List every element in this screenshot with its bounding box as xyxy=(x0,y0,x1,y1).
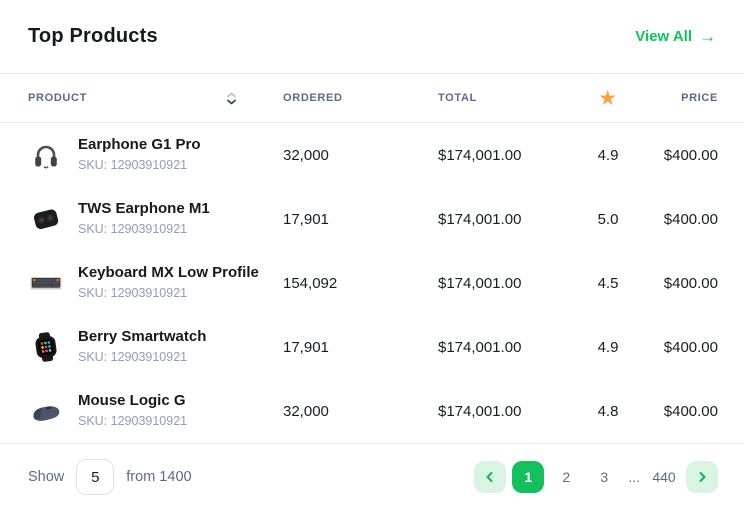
column-header-total[interactable]: TOTAL xyxy=(438,92,477,104)
earbuds-image xyxy=(33,209,59,229)
product-cell: Mouse Logic G SKU: 12903910921 xyxy=(28,391,283,431)
ordered-value: 17,901 xyxy=(283,210,329,228)
prev-page-button[interactable] xyxy=(474,461,507,493)
product-cell: Berry Smartwatch SKU: 12903910921 xyxy=(28,327,283,367)
rating-value: 4.9 xyxy=(597,338,619,356)
product-sku: SKU: 12903910921 xyxy=(78,222,188,237)
view-all-link[interactable]: View All → xyxy=(635,28,716,45)
page-button-3[interactable]: 3 xyxy=(588,461,620,493)
product-name: TWS Earphone M1 xyxy=(78,200,210,218)
table-footer: Show 5 from 1400 1 2 3 ... 440 xyxy=(0,443,744,510)
table-row[interactable]: Berry Smartwatch SKU: 12903910921 17,901… xyxy=(0,315,744,379)
column-header-ordered[interactable]: ORDERED xyxy=(283,92,343,104)
arrow-right-icon: → xyxy=(699,27,716,46)
price-value: $400.00 xyxy=(663,210,718,228)
sort-icon[interactable] xyxy=(226,92,237,105)
price-value: $400.00 xyxy=(663,274,718,292)
total-value: $174,001.00 xyxy=(438,274,522,292)
product-sku: SKU: 12903910921 xyxy=(78,158,188,173)
ordered-value: 17,901 xyxy=(283,338,329,356)
page-button-2[interactable]: 2 xyxy=(550,461,582,493)
rating-value: 4.9 xyxy=(597,146,619,164)
product-name: Earphone G1 Pro xyxy=(78,136,201,154)
from-total-label: from 1400 xyxy=(126,469,192,485)
product-info: Berry Smartwatch SKU: 12903910921 xyxy=(78,327,206,367)
next-page-button[interactable] xyxy=(686,461,718,493)
total-value: $174,001.00 xyxy=(438,402,522,420)
headphones-image xyxy=(35,145,57,169)
product-name: Berry Smartwatch xyxy=(78,328,207,346)
table-header-row: PRODUCT ORDERED TOTAL ★ PRICE xyxy=(0,73,744,123)
table-row[interactable]: Earphone G1 Pro SKU: 12903910921 32,000 … xyxy=(0,123,744,187)
rating-value: 4.8 xyxy=(597,402,619,420)
page-size-control: Show 5 from 1400 xyxy=(28,459,192,495)
price-value: $400.00 xyxy=(663,338,718,356)
product-cell: Earphone G1 Pro SKU: 12903910921 xyxy=(28,135,283,175)
product-info: Earphone G1 Pro SKU: 12903910921 xyxy=(78,135,201,175)
product-cell: TWS Earphone M1 SKU: 12903910921 xyxy=(28,199,283,239)
price-value: $400.00 xyxy=(663,402,718,420)
rating-value: 5.0 xyxy=(597,210,619,228)
chevron-right-icon xyxy=(699,472,706,482)
pagination-ellipsis: ... xyxy=(628,469,640,485)
total-value: $174,001.00 xyxy=(438,146,522,164)
mouse-image xyxy=(33,406,60,421)
rating-value: 4.5 xyxy=(597,274,619,292)
column-header-product[interactable]: PRODUCT xyxy=(28,92,283,105)
ordered-value: 32,000 xyxy=(283,146,329,164)
ordered-value: 32,000 xyxy=(283,402,329,420)
table-row[interactable]: Mouse Logic G SKU: 12903910921 32,000 $1… xyxy=(0,379,744,443)
product-info: TWS Earphone M1 SKU: 12903910921 xyxy=(78,199,210,239)
product-sku: SKU: 12903910921 xyxy=(78,414,188,429)
total-value: $174,001.00 xyxy=(438,338,522,356)
product-name: Keyboard MX Low Profile xyxy=(78,264,259,282)
chevron-left-icon xyxy=(486,472,493,482)
page-button-1[interactable]: 1 xyxy=(512,461,545,493)
page-size-input[interactable]: 5 xyxy=(76,459,115,495)
product-cell: Keyboard MX Low Profile SKU: 12903910921 xyxy=(28,263,283,303)
total-value: $174,001.00 xyxy=(438,210,522,228)
product-name: Mouse Logic G xyxy=(78,392,186,410)
column-header-price[interactable]: PRICE xyxy=(681,92,718,104)
product-info: Keyboard MX Low Profile SKU: 12903910921 xyxy=(78,263,259,303)
page-title: Top Products xyxy=(28,25,158,47)
card-header: Top Products View All → xyxy=(0,0,744,73)
table-body: Earphone G1 Pro SKU: 12903910921 32,000 … xyxy=(0,123,744,443)
column-header-rating[interactable]: ★ xyxy=(568,89,648,107)
keyboard-image xyxy=(30,277,62,290)
product-info: Mouse Logic G SKU: 12903910921 xyxy=(78,391,187,431)
ordered-value: 154,092 xyxy=(283,274,338,292)
smartwatch-image xyxy=(35,332,57,362)
product-sku: SKU: 12903910921 xyxy=(78,350,188,365)
product-sku: SKU: 12903910921 xyxy=(78,286,188,301)
page-button-last[interactable]: 440 xyxy=(648,461,680,493)
price-value: $400.00 xyxy=(663,146,718,164)
show-label: Show xyxy=(28,469,65,485)
pagination: 1 2 3 ... 440 xyxy=(474,461,718,493)
table-row[interactable]: Keyboard MX Low Profile SKU: 12903910921… xyxy=(0,251,744,315)
table-row[interactable]: TWS Earphone M1 SKU: 12903910921 17,901 … xyxy=(0,187,744,251)
star-icon: ★ xyxy=(599,88,617,108)
view-all-label: View All xyxy=(635,28,692,45)
column-header-product-label: PRODUCT xyxy=(28,92,88,104)
